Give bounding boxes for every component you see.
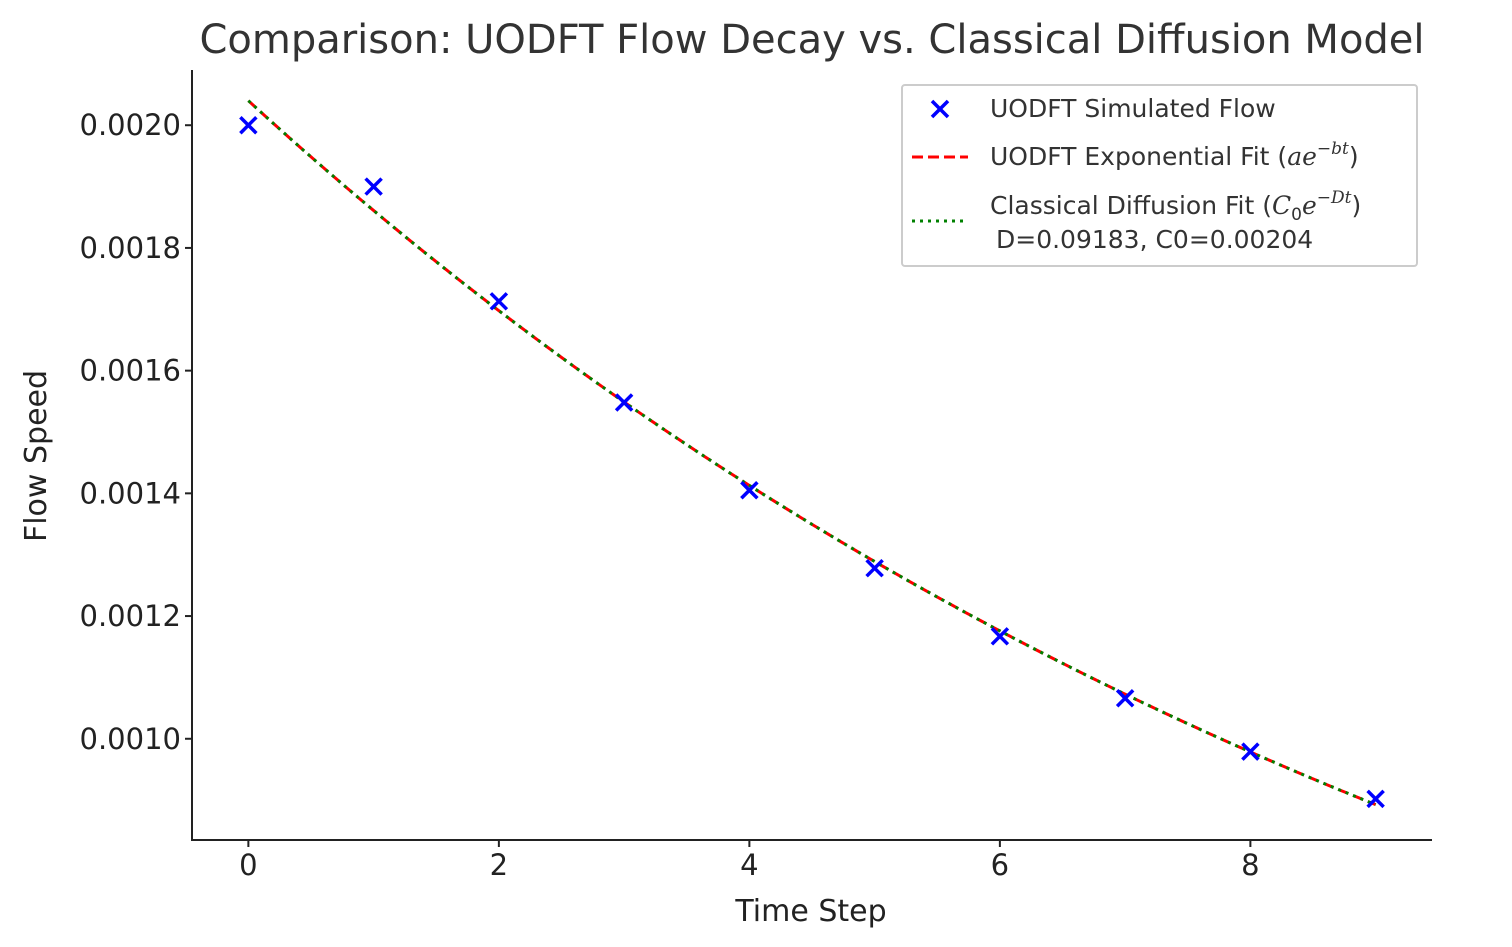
data-point <box>1241 742 1260 761</box>
y-tick-label: 0.0014 <box>80 476 181 510</box>
legend: UODFT Simulated Flow UODFT Exponential F… <box>901 84 1418 267</box>
y-tick-label: 0.0020 <box>80 108 181 142</box>
data-point <box>1366 789 1385 809</box>
x-tick-label: 8 <box>1241 848 1259 882</box>
x-axis-label: Time Step <box>734 894 886 929</box>
legend-diff-prefix: Classical Diffusion Fit ( <box>990 191 1272 220</box>
y-tick-label: 0.0016 <box>80 354 181 388</box>
plot-area <box>239 99 1385 809</box>
legend-exp-exponent: −bt <box>1317 139 1349 159</box>
legend-label-exponential: UODFT Exponential Fit (ae−bt) <box>990 139 1359 171</box>
legend-diff-exponent: −Dt <box>1317 188 1352 208</box>
data-point <box>239 115 258 135</box>
legend-diff-e: e <box>1302 191 1317 220</box>
legend-marker-scatter <box>930 99 950 119</box>
legend-exp-prefix: UODFT Exponential Fit ( <box>990 142 1287 171</box>
data-point <box>614 393 634 412</box>
y-tick-label: 0.0018 <box>80 231 181 265</box>
legend-diff-sub: 0 <box>1291 205 1302 225</box>
series-line-diffusion-fit <box>247 99 1377 807</box>
chart-title: Comparison: UODFT Flow Decay vs. Classic… <box>199 17 1424 63</box>
x-tick-label: 4 <box>740 848 758 882</box>
legend-label-simulated: UODFT Simulated Flow <box>990 94 1276 123</box>
x-tick-label: 0 <box>239 848 257 882</box>
legend-diff-suffix: ) <box>1352 191 1362 220</box>
legend-exp-suffix: ) <box>1349 142 1359 171</box>
data-point <box>364 177 383 196</box>
data-point <box>489 292 509 311</box>
data-point <box>865 558 884 578</box>
y-axis-label: Flow Speed <box>19 370 54 542</box>
legend-diff-c: C <box>1272 191 1291 220</box>
y-tick-label: 0.0010 <box>80 722 181 756</box>
legend-box <box>901 84 1418 267</box>
data-point <box>1115 689 1135 708</box>
data-point <box>990 627 1010 646</box>
x-ticks: 0 2 4 6 8 <box>239 840 1260 882</box>
data-point <box>740 481 759 500</box>
y-ticks: 0.0010 0.0012 0.0014 0.0016 0.0018 0.0020 <box>80 108 192 756</box>
x-tick-label: 6 <box>991 848 1009 882</box>
x-tick-label: 2 <box>490 848 508 882</box>
legend-label-params: D=0.09183, C0=0.00204 <box>996 225 1313 254</box>
y-tick-label: 0.0012 <box>80 599 181 633</box>
axes <box>191 70 1432 841</box>
legend-label-diffusion: Classical Diffusion Fit (C0e−Dt) <box>990 188 1361 225</box>
legend-exp-base: ae <box>1287 142 1317 171</box>
